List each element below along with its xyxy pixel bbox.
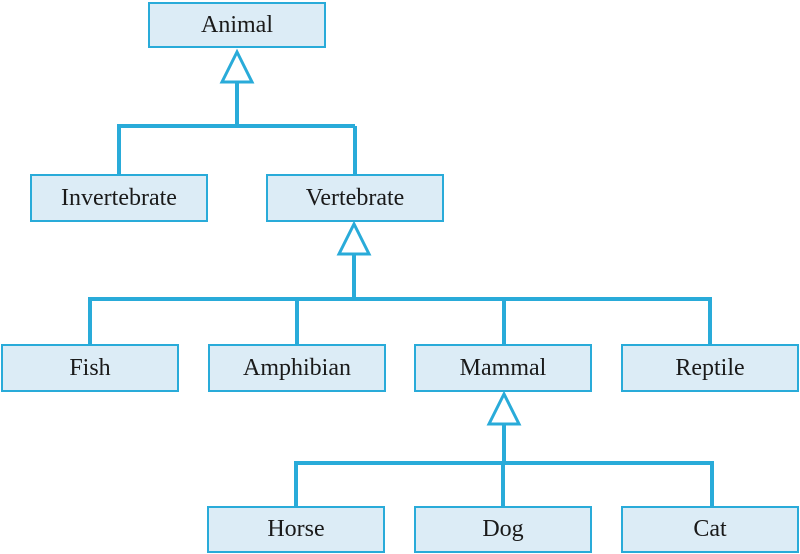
node-reptile: Reptile [621, 344, 799, 392]
node-animal: Animal [148, 2, 326, 48]
node-invertebrate: Invertebrate [30, 174, 208, 222]
node-cat: Cat [621, 506, 799, 553]
node-amphibian: Amphibian [208, 344, 386, 392]
node-dog: Dog [414, 506, 592, 553]
inheritance-arrow-animal [219, 48, 255, 84]
node-horse: Horse [207, 506, 385, 553]
inheritance-arrow-vertebrate [336, 220, 372, 256]
node-fish: Fish [1, 344, 179, 392]
node-mammal: Mammal [414, 344, 592, 392]
node-vertebrate: Vertebrate [266, 174, 444, 222]
inheritance-arrow-mammal [486, 390, 522, 426]
